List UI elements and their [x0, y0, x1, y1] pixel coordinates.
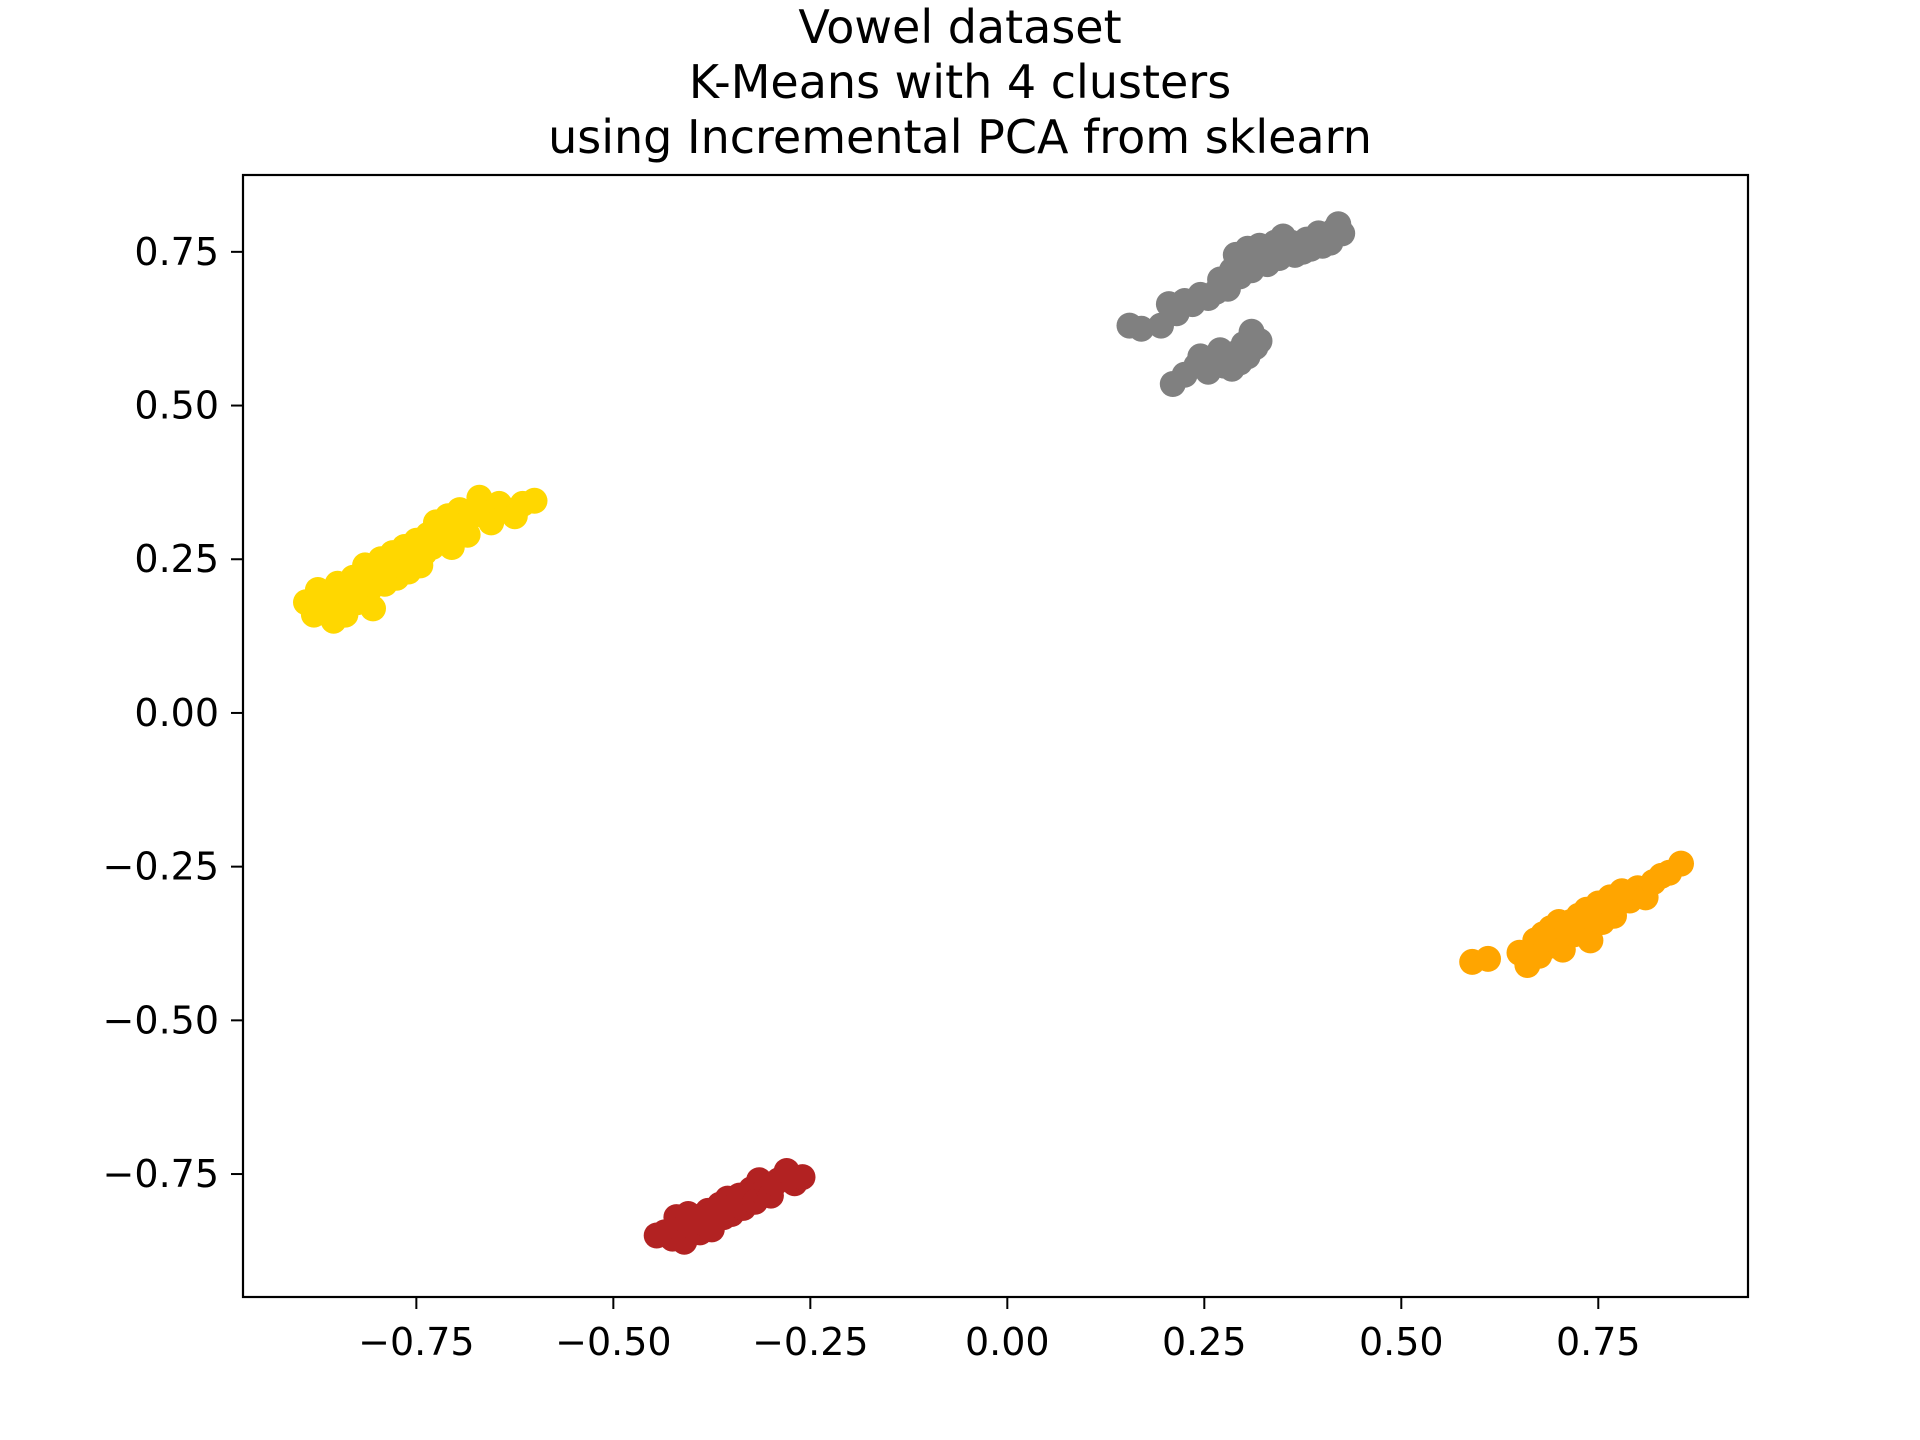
cluster-4: [643, 1158, 816, 1255]
chart-title-line-2: K-Means with 4 clusters: [688, 55, 1232, 109]
x-tick-label: −0.25: [752, 1320, 868, 1364]
y-tick-label: −0.25: [103, 845, 219, 889]
x-tick-label: 0.00: [965, 1320, 1050, 1364]
x-tick-label: 0.25: [1162, 1320, 1247, 1364]
data-point: [1668, 850, 1694, 877]
y-tick-label: 0.25: [134, 537, 219, 581]
x-tick-label: −0.50: [555, 1320, 671, 1364]
x-tick-label: 0.50: [1359, 1320, 1444, 1364]
x-tick-label: 0.75: [1556, 1320, 1641, 1364]
data-point: [1475, 945, 1501, 972]
x-axis: −0.75 −0.50 −0.25 0.00 0.25 0.50 0.75: [358, 1297, 1641, 1364]
data-point: [360, 595, 386, 622]
data-point: [521, 487, 548, 514]
cluster-1: [293, 484, 548, 634]
y-tick-label: −0.50: [103, 998, 219, 1042]
chart-title: Vowel dataset K-Means with 4 clusters us…: [0, 0, 1920, 165]
data-point: [1246, 328, 1273, 354]
data-point: [789, 1164, 816, 1191]
cluster-3: [1459, 850, 1694, 978]
data-point: [1128, 315, 1155, 342]
points-layer: [293, 211, 1694, 1255]
y-tick-label: 0.75: [134, 230, 219, 274]
y-tick-label: 0.50: [134, 384, 219, 428]
axes-frame: [241, 173, 1750, 1299]
y-tick-label: 0.00: [134, 691, 219, 735]
cluster-2: [1116, 211, 1356, 397]
data-point: [1577, 927, 1604, 954]
chart-title-line-1: Vowel dataset: [798, 0, 1122, 54]
y-tick-label: −0.75: [103, 1152, 219, 1196]
chart-title-line-3: using Incremental PCA from sklearn: [548, 110, 1372, 164]
y-axis: 0.75 0.50 0.25 0.00 −0.25 −0.50 −0.75: [103, 230, 243, 1196]
data-point: [1329, 220, 1356, 247]
x-tick-label: −0.75: [358, 1320, 474, 1364]
